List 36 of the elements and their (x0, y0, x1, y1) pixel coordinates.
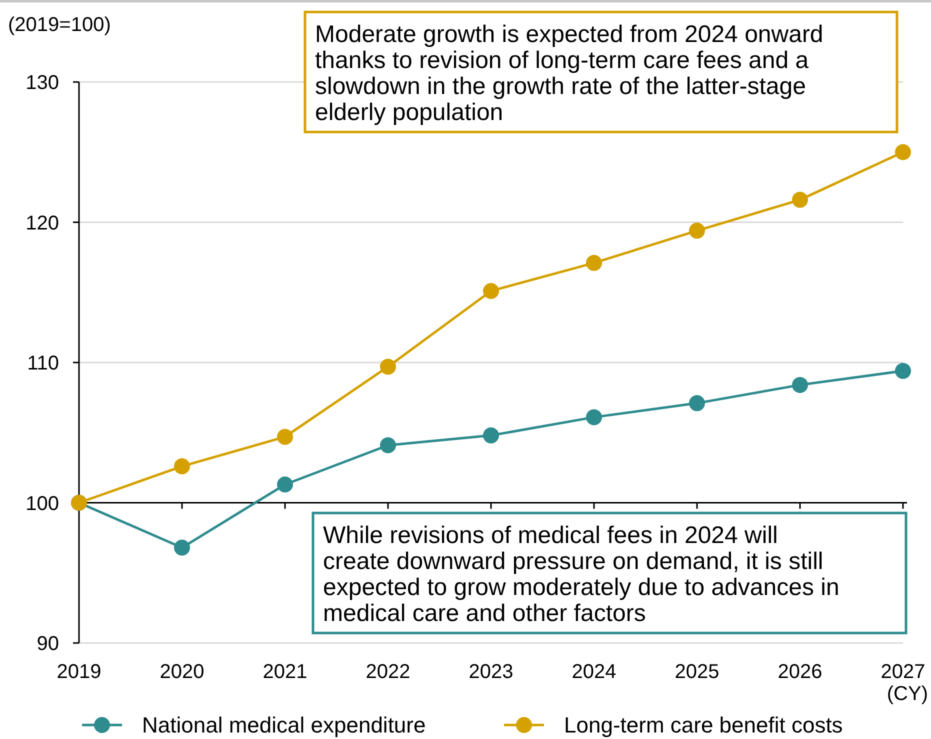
x-tick-label: 2024 (572, 661, 616, 683)
annotation: While revisions of medical fees in 2024 will create downward pressure on demand, it is still expected to grow moderately due to advances in medical care and other factors (323, 522, 840, 627)
point (895, 362, 911, 379)
legend-label: Long-term care benefit costs (564, 712, 843, 738)
y-axis-title: (2019=100) (8, 14, 111, 36)
y-tick-label: 130 (26, 72, 59, 94)
y-tick-label: 90 (36, 633, 59, 655)
point (380, 358, 396, 375)
point (689, 395, 705, 412)
x-tick-label: 2026 (778, 661, 822, 683)
y-tick-label: 110 (27, 352, 59, 374)
point (689, 222, 705, 239)
point (792, 192, 808, 208)
point (586, 254, 602, 271)
point (380, 437, 396, 454)
x-tick-label: 2022 (366, 661, 410, 683)
point (174, 458, 190, 474)
x-axis-title: (CY) (886, 683, 928, 705)
point (586, 409, 602, 426)
y-tick-label: 120 (26, 212, 59, 234)
legend-label: National medical expenditure (142, 712, 426, 738)
point (174, 540, 190, 556)
point (277, 476, 293, 493)
point (483, 282, 499, 299)
x-tick-label: 2025 (674, 661, 720, 683)
x-tick-label: 2021 (262, 661, 308, 683)
y-tick-label: 100 (26, 492, 59, 515)
x-tick-label: 2027 (880, 661, 926, 683)
x-tick-label: 2020 (160, 661, 204, 683)
point (277, 428, 293, 445)
point (895, 144, 911, 160)
x-tick-label: 2023 (468, 661, 514, 683)
annotation: Moderate growth is expected from 2024 onward thanks to revision of long-term care fees and a slowdown in the growth rate of the latter-stage elderly population (315, 21, 824, 126)
point (792, 376, 808, 393)
point (483, 427, 499, 444)
x-tick-label: 2019 (56, 661, 102, 683)
